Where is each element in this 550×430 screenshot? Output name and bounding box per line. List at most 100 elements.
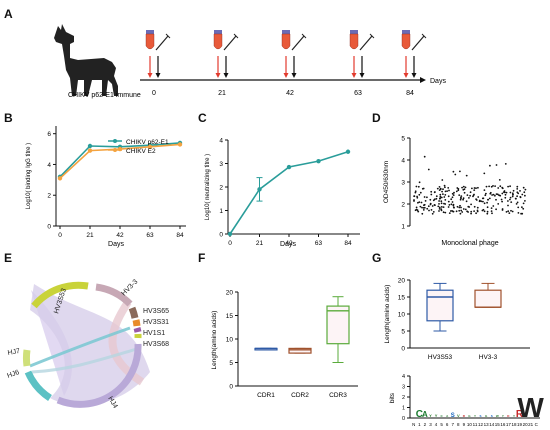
panel-letter-a: A: [4, 7, 13, 21]
logo-ytick-label: 0: [402, 416, 405, 422]
d-point: [422, 187, 425, 190]
panel-letter-g: G: [372, 251, 381, 265]
d-point: [458, 209, 461, 212]
d-point: [447, 206, 450, 208]
d-point: [477, 196, 480, 198]
d-point: [430, 209, 433, 211]
b-legend-label-2: CHIKV E2: [126, 148, 156, 155]
syringe-icon: [223, 35, 237, 51]
c-point: [257, 187, 262, 192]
logo-ylabel: bits: [389, 392, 396, 403]
e-label-hv3s65: HV3S65: [143, 308, 169, 315]
d-point: [507, 185, 509, 188]
b-point: [147, 144, 153, 149]
d-point: [495, 208, 497, 211]
c-xlabel: Days: [280, 241, 296, 248]
d-ytick-label: 2: [401, 202, 405, 209]
c-series-line-1: [229, 150, 349, 235]
d-point: [464, 186, 467, 189]
d-point: [507, 204, 509, 207]
d-point: [462, 198, 464, 201]
c-ytick-label: 2: [219, 185, 223, 192]
d-point: [429, 198, 432, 201]
d-point: [492, 185, 494, 187]
d-point: [469, 191, 472, 194]
d-point: [460, 195, 463, 198]
d-point: [470, 203, 472, 206]
d-point: [515, 203, 518, 205]
d-point: [417, 185, 420, 188]
d-point: [512, 193, 514, 196]
b-xtick-label: 84: [176, 232, 184, 239]
e-label-hv3-3: HV3-3: [120, 278, 139, 297]
logo-letter: A: [446, 414, 449, 418]
blood-tube-icon: [145, 33, 155, 50]
d-point: [447, 200, 450, 203]
bleed-arrowhead: [215, 73, 221, 78]
d-point: [494, 194, 496, 197]
timeline-day-label: 0: [152, 90, 156, 97]
timeline-day-label: 21: [218, 90, 226, 97]
g-box: [426, 289, 454, 322]
logo-position-label: 8: [457, 422, 460, 427]
d-ytick-label: 1: [401, 224, 405, 231]
panel-c: Log10( neutralizing titre ) Days 0 21 42 63…: [205, 138, 360, 248]
logo-position-label: 2: [424, 422, 427, 427]
d-point: [468, 206, 471, 208]
d-point: [510, 201, 513, 204]
d-point: [448, 189, 450, 192]
d-point: [441, 179, 444, 181]
d-point: [457, 189, 460, 192]
d-point: [522, 202, 525, 205]
bleed-arrowhead: [147, 73, 153, 78]
logo-position-label: 5: [440, 422, 443, 427]
d-point: [456, 205, 459, 208]
d-point: [432, 211, 435, 213]
e-label-hj4: HJ4: [106, 396, 118, 410]
d-point: [438, 210, 440, 212]
d-point: [490, 210, 493, 213]
e-arc-hj4: [56, 343, 142, 408]
d-point: [486, 206, 489, 209]
d-point: [473, 187, 476, 189]
d-point: [507, 210, 510, 213]
logo-ytick-label: 3: [402, 385, 405, 391]
d-ytick-label: 4: [401, 158, 405, 165]
d-point: [516, 185, 519, 188]
d-point: [436, 187, 439, 190]
d-point: [488, 197, 491, 200]
d-point: [439, 188, 442, 191]
d-point: [427, 205, 430, 208]
panel-letter-d: D: [372, 111, 381, 125]
b-xtick-label: 42: [116, 232, 124, 239]
d-point: [475, 198, 477, 201]
timeline-day-label: 42: [286, 90, 294, 97]
d-point: [452, 204, 455, 207]
d-point: [497, 187, 500, 189]
b-legend-marker-1: [113, 139, 117, 143]
d-point: [516, 188, 519, 190]
bleed-arrowhead: [283, 73, 289, 78]
e-ribbon-5: [31, 346, 141, 374]
d-point: [452, 206, 455, 209]
panel-a: CHIKV p62-E1 immune Days 0 21 42 63 84: [54, 24, 446, 99]
d-point: [457, 188, 460, 190]
e-label-hv1s1: HV1S1: [143, 330, 165, 337]
d-point: [483, 189, 486, 192]
d-point: [459, 170, 461, 173]
e-ribbon-2: [30, 284, 150, 406]
d-point: [463, 191, 466, 194]
d-point: [416, 209, 419, 212]
d-point: [473, 210, 475, 213]
g-category-label: HV3-3: [479, 354, 498, 361]
logo-letter: A: [422, 410, 428, 419]
d-point: [488, 185, 490, 188]
d-point: [462, 185, 465, 188]
d-point: [470, 210, 473, 213]
blood-tube-icon: [213, 33, 223, 50]
d-point: [475, 212, 477, 215]
e-label-hv3s68: HV3S68: [143, 341, 169, 348]
immunize-arrowhead: [291, 73, 297, 78]
d-point: [463, 188, 466, 191]
logo-position-label: 3: [429, 422, 432, 427]
